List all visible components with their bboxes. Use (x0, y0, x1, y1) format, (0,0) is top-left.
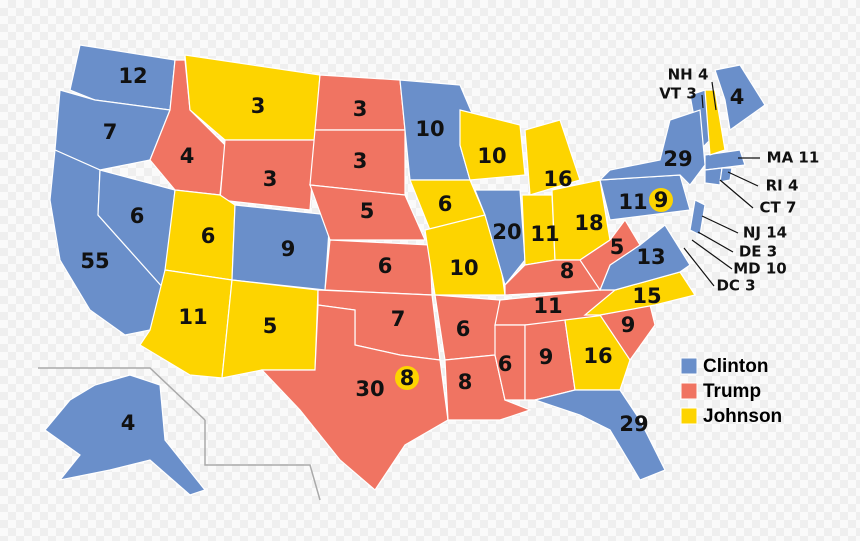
state-label: 8 (560, 259, 575, 283)
state-label: 6 (438, 192, 453, 216)
state-shape (309, 184, 426, 241)
state-label: 3 (353, 97, 368, 121)
legend-swatch (680, 407, 698, 425)
state-shape (44, 374, 207, 496)
callout-lines (683, 81, 760, 287)
legend-swatch (680, 382, 698, 400)
state-shape (459, 109, 526, 181)
callout-label: NH 4 (668, 66, 709, 84)
state-shape (689, 199, 706, 236)
state-label: 29 (619, 412, 648, 436)
legend-label: Clinton (703, 356, 768, 377)
state-label: 10 (477, 144, 506, 168)
state-label: 12 (118, 64, 147, 88)
state-shape (532, 389, 666, 481)
state-label: 18 (574, 211, 603, 235)
state-label: 16 (543, 167, 572, 191)
badge (649, 188, 673, 212)
state-label: 5 (360, 199, 375, 223)
badge-label: 8 (400, 366, 415, 390)
state-shape (719, 167, 733, 183)
state-label: 4 (180, 144, 195, 168)
state-label: 30 (355, 377, 384, 401)
state-shape (494, 324, 526, 401)
callout-label: VT 3 (659, 85, 697, 103)
state-label: 13 (636, 245, 665, 269)
callout-label: CT 7 (760, 199, 797, 217)
state-label: 7 (103, 120, 118, 144)
state-label: 11 (178, 305, 207, 329)
state-label: 29 (663, 147, 692, 171)
state-label: 6 (378, 254, 393, 278)
state-shape (260, 304, 449, 491)
state-label: 4 (730, 85, 745, 109)
state-label: 6 (201, 224, 216, 248)
state-shape (474, 189, 526, 287)
state-label: 55 (80, 249, 109, 273)
state-label: 11 (533, 294, 562, 318)
state-label: 5 (610, 235, 625, 259)
badge-label: 9 (654, 188, 669, 212)
callout-label: RI 4 (766, 177, 799, 195)
state-shape (598, 109, 706, 186)
state-label: 16 (583, 344, 612, 368)
state-label: 7 (391, 307, 406, 331)
state-shape (579, 218, 641, 292)
state-label: 4 (121, 411, 136, 435)
state-label: 8 (458, 370, 473, 394)
state-shape (524, 119, 581, 196)
callout-label: NJ 14 (743, 224, 787, 242)
legend-label: Trump (703, 381, 761, 402)
legend-label: Johnson (703, 406, 782, 427)
state-label: 11 (530, 222, 559, 246)
state-shape (704, 167, 723, 186)
state-label: 10 (415, 117, 444, 141)
state-label: 11 (618, 190, 647, 214)
state-label: 9 (539, 345, 554, 369)
state-label: 3 (353, 149, 368, 173)
state-label: 5 (263, 314, 278, 338)
state-label: 9 (281, 237, 296, 261)
callout-label: MD 10 (733, 260, 786, 278)
state-label: 15 (632, 284, 661, 308)
states (44, 44, 766, 496)
state-shape (714, 64, 766, 132)
badge (395, 366, 419, 390)
state-shape (219, 139, 316, 211)
callout-label: DE 3 (739, 243, 777, 261)
state-label: 9 (621, 313, 636, 337)
state-label: 6 (456, 317, 471, 341)
state-label: 6 (498, 352, 513, 376)
state-label: 20 (492, 220, 521, 244)
state-label: 6 (130, 204, 145, 228)
inset-borders (38, 367, 321, 501)
state-label: 3 (263, 167, 278, 191)
callout-label: MA 11 (767, 149, 820, 167)
state-label: 3 (251, 94, 266, 118)
legend-swatch (680, 357, 698, 375)
state-label: 10 (449, 256, 478, 280)
state-shape (704, 89, 726, 156)
callout-label: DC 3 (716, 277, 755, 295)
